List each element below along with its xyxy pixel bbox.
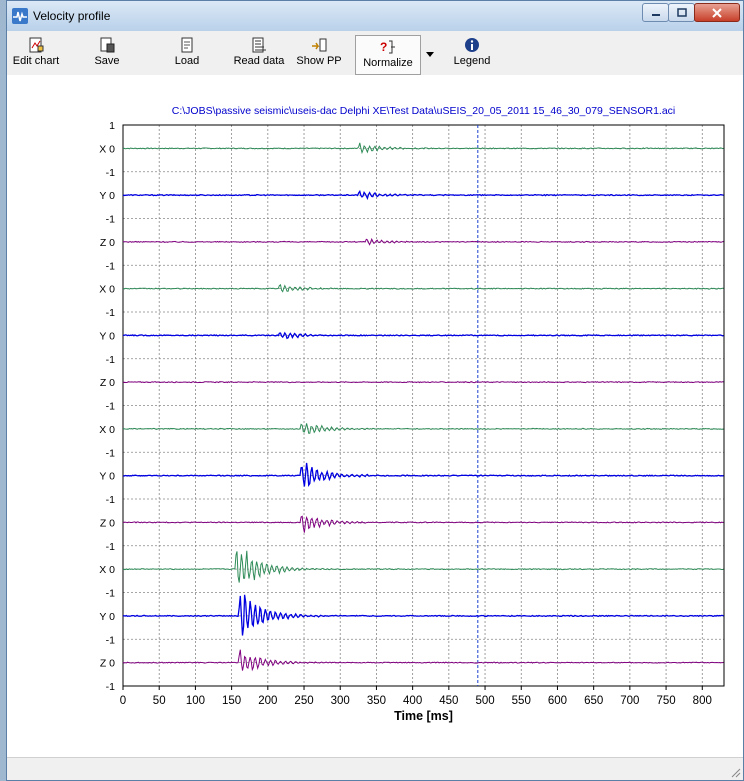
channel-label: Z 0 (100, 377, 115, 389)
x-tick-label: 500 (475, 695, 494, 707)
y-tick-label: -1 (106, 494, 115, 506)
toolbar: Edit chart Save Load Read data Show PP ?… (7, 31, 743, 75)
x-tick-label: 250 (294, 695, 313, 707)
normalize-icon: ? (380, 40, 395, 54)
channel-label: Z 0 (100, 517, 115, 529)
trace-x (122, 142, 724, 155)
channel-label: X 0 (99, 424, 115, 436)
minimize-icon (651, 13, 660, 16)
svg-text:?: ? (380, 40, 387, 54)
y-tick-label: -1 (106, 354, 115, 366)
y-tick-label: -1 (106, 214, 115, 226)
plot-frame (122, 124, 725, 687)
channel-label: Y 0 (99, 611, 115, 623)
y-tick-label: 1 (109, 120, 115, 132)
velocity-profile-window: Velocity profile Edit chart Save Load (6, 0, 744, 781)
y-tick-label: -1 (106, 307, 115, 319)
x-tick-label: 50 (153, 695, 166, 707)
chart-title: C:\JOBS\passive seismic\useis-dac Delphi… (172, 105, 676, 117)
chevron-down-icon (426, 52, 434, 57)
x-tick-label: 450 (439, 695, 458, 707)
chart-area: C:\JOBS\passive seismic\useis-dac Delphi… (7, 75, 743, 760)
trace-x (122, 423, 724, 434)
x-axis-label: Time [ms] (394, 709, 453, 723)
channel-label: Z 0 (100, 237, 115, 249)
y-tick-label: -1 (106, 541, 115, 553)
channel-label: X 0 (99, 564, 115, 576)
maximize-icon (676, 8, 687, 17)
edit-chart-button[interactable]: Edit chart (11, 37, 61, 73)
load-icon (181, 37, 193, 53)
trace-z (122, 649, 724, 672)
x-tick-label: 700 (620, 695, 639, 707)
trace-z (122, 237, 724, 246)
x-tick-label: 400 (403, 695, 422, 707)
title-bar: Velocity profile (7, 1, 743, 31)
x-tick-label: 150 (222, 695, 241, 707)
channel-label: Y 0 (99, 190, 115, 202)
channel-label: X 0 (99, 284, 115, 296)
y-tick-label: -1 (106, 681, 115, 693)
channel-label: Z 0 (100, 658, 115, 670)
close-icon (712, 7, 722, 18)
show-pp-icon (312, 38, 327, 52)
y-tick-label: -1 (106, 588, 115, 600)
resize-grip-icon[interactable] (729, 766, 741, 778)
read-data-icon (252, 37, 266, 53)
x-tick-label: 200 (258, 695, 277, 707)
x-tick-label: 600 (548, 695, 567, 707)
channel-label: Y 0 (99, 330, 115, 342)
trace-y (122, 189, 724, 201)
x-tick-label: 0 (120, 695, 126, 707)
channel-label: X 0 (99, 143, 115, 155)
x-tick-label: 750 (656, 695, 675, 707)
maximize-button[interactable] (668, 3, 695, 22)
info-icon (465, 38, 479, 52)
minimize-button[interactable] (642, 3, 669, 22)
legend-button[interactable]: Legend (447, 37, 497, 73)
normalize-button[interactable]: ? Normalize (355, 35, 421, 75)
x-tick-label: 650 (584, 695, 603, 707)
close-button[interactable] (694, 3, 740, 22)
app-icon (12, 8, 28, 24)
y-tick-label: -1 (106, 260, 115, 272)
x-tick-label: 550 (512, 695, 531, 707)
trace-z (122, 381, 724, 384)
trace-y (123, 462, 724, 487)
y-tick-label: -1 (106, 167, 115, 179)
window-controls (642, 3, 740, 22)
show-pp-button[interactable]: Show PP (293, 37, 345, 73)
load-button[interactable]: Load (167, 37, 207, 73)
channel-label: Y 0 (99, 471, 115, 483)
trace-y (122, 331, 724, 340)
x-tick-label: 800 (693, 695, 712, 707)
trace-y (122, 594, 724, 636)
trace-z (122, 515, 724, 533)
edit-chart-icon (29, 37, 44, 53)
y-tick-label: -1 (106, 401, 115, 413)
save-icon (100, 37, 115, 53)
x-tick-label: 350 (367, 695, 386, 707)
velocity-chart: C:\JOBS\passive seismic\useis-dac Delphi… (99, 105, 725, 723)
save-button[interactable]: Save (87, 37, 127, 73)
x-tick-label: 300 (331, 695, 350, 707)
y-tick-label: -1 (106, 447, 115, 459)
normalize-dropdown-button[interactable] (423, 49, 437, 63)
trace-x (122, 283, 724, 293)
y-tick-label: -1 (106, 634, 115, 646)
window-title: Velocity profile (33, 9, 111, 23)
trace-x (122, 550, 724, 583)
x-tick-label: 100 (186, 695, 205, 707)
read-data-button[interactable]: Read data (233, 37, 285, 73)
status-bar (7, 757, 743, 780)
